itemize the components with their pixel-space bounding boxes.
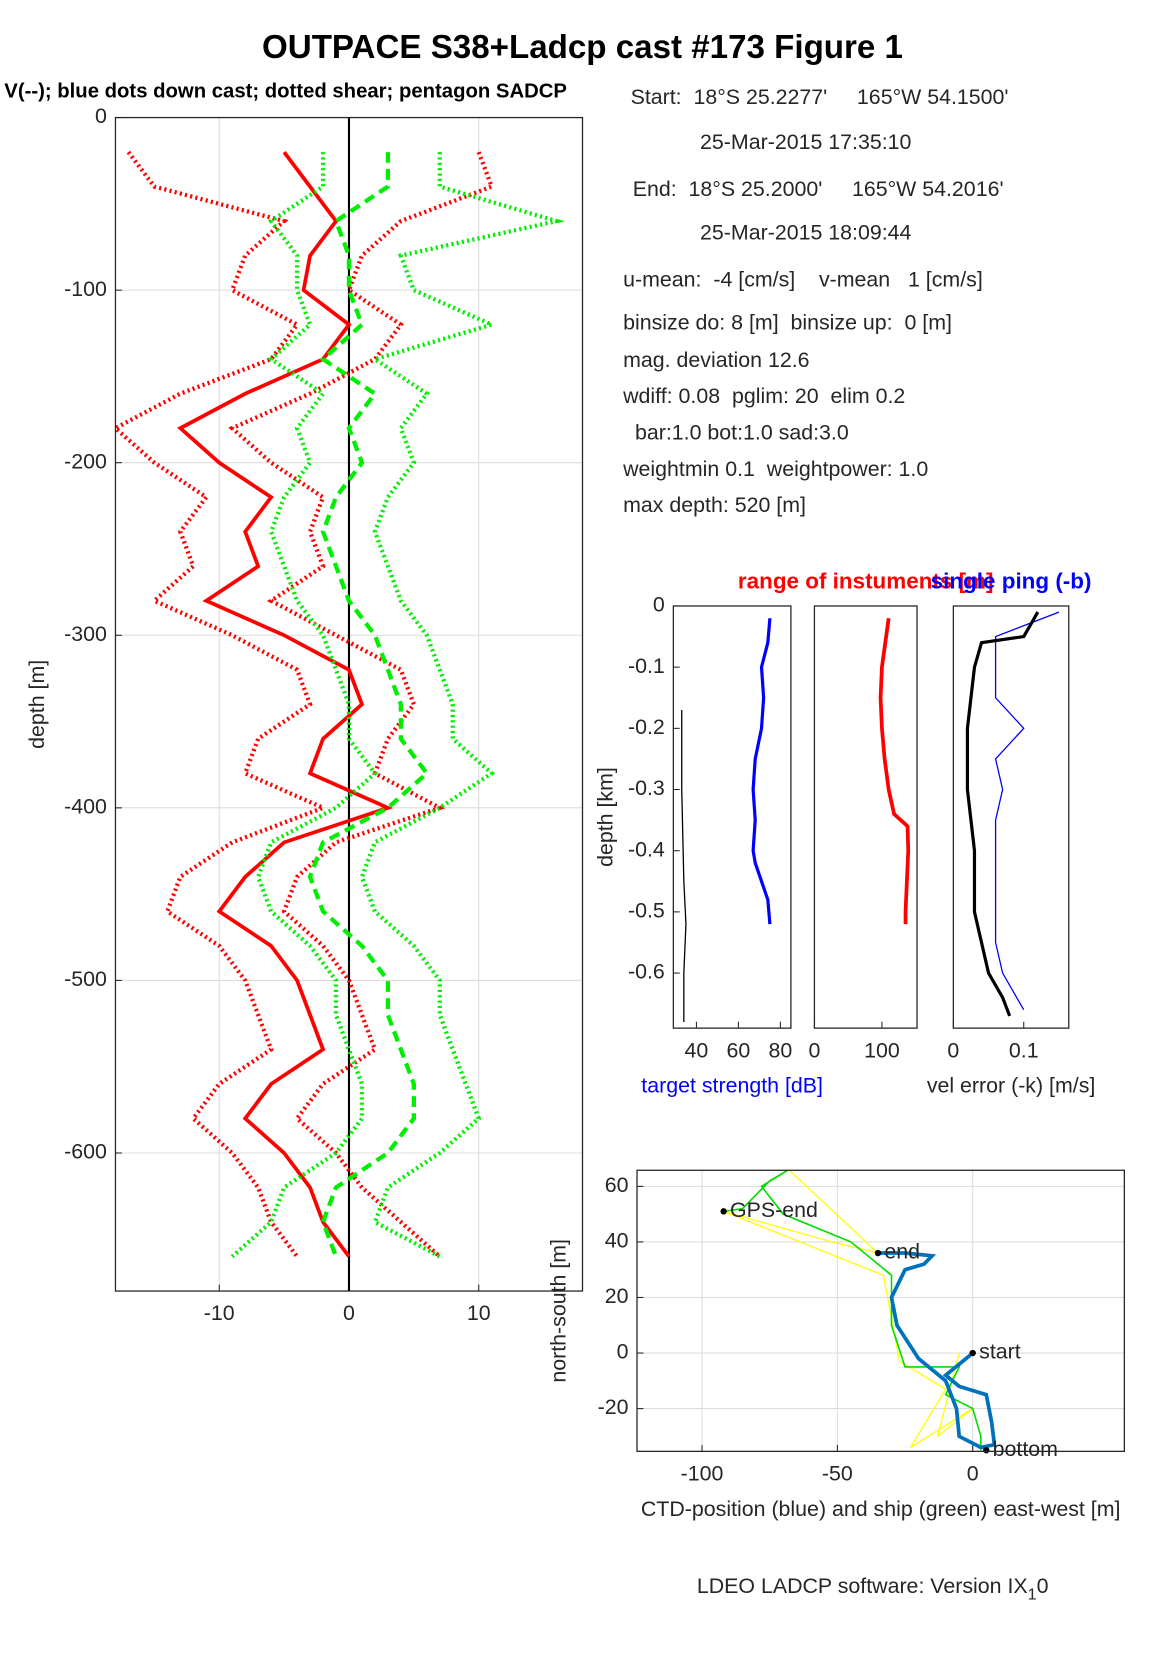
x-axis-label: target strength [dB] [641,1074,823,1098]
x-tick-label: 0 [343,1301,355,1325]
data-line [723,1170,982,1451]
x-tick-label: 40 [685,1038,709,1062]
data-line [359,152,566,1259]
data-line [751,618,772,925]
panel-title: single ping (-b) [931,568,1092,593]
y-tick-label: -0.5 [628,899,665,923]
data-line [877,1251,997,1450]
y-tick-label: 0 [617,1340,629,1364]
x-tick-label: -100 [681,1462,724,1486]
y-tick-label: -600 [64,1140,107,1164]
x-tick-label: 0.1 [1009,1038,1039,1062]
info-line: mag. deviation 12.6 [623,348,809,372]
data-line [723,1170,974,1449]
data-line [965,611,1040,1017]
x-axis-label: CTD-position (blue) and ship (green) eas… [641,1497,1121,1521]
annotation: GPS-end [730,1198,818,1222]
annotation: start [979,1340,1021,1364]
x-tick-label: 0 [808,1038,820,1062]
plot-area [814,605,918,1029]
annotation-point [983,1447,990,1454]
axes-box [672,605,792,1029]
x-tick-label: 60 [727,1038,751,1062]
y-axis-label: depth [m] [25,660,49,749]
y-tick-label: -200 [64,449,107,473]
y-tick-label: -300 [64,622,107,646]
y-tick-label: -400 [64,794,107,818]
data-line [228,151,495,1259]
x-tick-label: 100 [864,1038,900,1062]
annotation-point [720,1208,727,1215]
info-line: u-mean: -4 [cm/s] v-mean 1 [cm/s] [623,268,983,292]
plot-area [673,605,791,1029]
y-axis-label: depth [km] [594,767,618,867]
panel-title: range of instuments [m] [738,568,994,593]
data-line [681,709,687,1023]
footer-tail: 0 [1037,1574,1049,1598]
y-axis-label: north-south [m] [547,1239,571,1383]
y-tick-label: -0.3 [628,776,665,800]
data-line [307,152,430,1258]
axes-box [952,605,1070,1029]
info-line: End: 18°S 25.2000' 165°W 54.2016' [633,177,1004,201]
y-tick-label: -0.2 [628,715,665,739]
info-line: max depth: 520 [m] [623,493,806,517]
x-tick-label: 0 [947,1038,959,1062]
info-line: Start: 18°S 25.2277' 165°W 54.1500' [631,85,1009,109]
x-tick-label: 80 [769,1038,793,1062]
x-tick-label: -10 [204,1301,235,1325]
figure-subtitle: V(--); blue dots down cast; dotted shear… [4,80,567,102]
x-tick-label: 0 [967,1462,979,1486]
y-tick-label: -100 [64,277,107,301]
info-line: 25-Mar-2015 18:09:44 [700,221,911,245]
data-line [177,150,394,1258]
axes-box [636,1169,1125,1452]
annotation-point [874,1249,882,1257]
plot-area [637,1170,1125,1452]
y-tick-label: -20 [598,1395,629,1419]
x-tick-label: 10 [467,1301,491,1325]
y-tick-label: 0 [95,104,107,128]
figure-title: OUTPACE S38+Ladcp cast #173 Figure 1 [262,29,903,66]
info-line: 25-Mar-2015 17:35:10 [700,130,911,154]
y-tick-label: -0.6 [628,960,665,984]
y-tick-label: 60 [605,1173,629,1197]
annotation: bottom [993,1437,1058,1461]
annotation-point [969,1349,976,1357]
data-line [878,617,911,925]
data-line [994,611,1060,1011]
footer-text: LDEO LADCP software: Version IX [697,1574,1028,1598]
footer: LDEO LADCP software: Version IX10 [697,1574,1049,1604]
footer-sub: 1 [1028,1586,1037,1604]
axes-box [114,116,584,1292]
info-line: wdiff: 0.08 pglim: 20 elim 0.2 [622,384,905,408]
y-tick-label: -0.4 [628,837,665,861]
x-tick-label: -50 [822,1462,853,1486]
y-tick-label: -500 [64,967,107,991]
y-tick-label: 40 [605,1229,629,1253]
y-tick-label: 20 [605,1284,629,1308]
y-tick-label: 0 [653,593,665,617]
annotation: end [884,1240,920,1264]
info-line: bar:1.0 bot:1.0 sad:3.0 [623,421,849,445]
data-line [115,150,329,1258]
x-axis-label: vel error (-k) [m/s] [927,1074,1095,1098]
info-line: weightmin 0.1 weightpower: 1.0 [622,457,928,481]
info-line: binsize do: 8 [m] binsize up: 0 [m] [623,310,952,334]
axes-box [813,605,918,1029]
y-tick-label: -0.1 [628,654,665,678]
data-line [230,152,378,1259]
